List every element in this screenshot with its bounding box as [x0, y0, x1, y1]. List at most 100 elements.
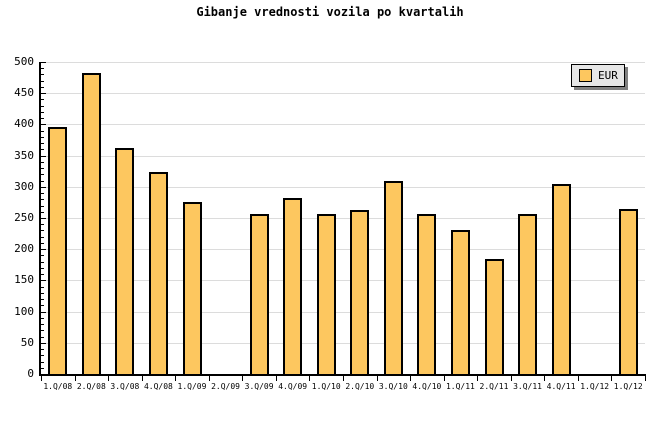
y-minor-tick [41, 105, 44, 107]
y-major-tick [41, 342, 46, 344]
y-major-tick [41, 280, 46, 282]
bar [316, 214, 336, 374]
y-major-tick [41, 62, 46, 63]
y-minor-tick [41, 168, 44, 170]
legend: EUR [571, 64, 625, 87]
x-tick [376, 374, 378, 381]
legend-swatch-icon [579, 69, 592, 82]
x-tick [275, 374, 277, 381]
x-tick-label: 1.Q/08 [43, 382, 73, 391]
y-minor-tick [41, 174, 44, 176]
x-tick [645, 374, 646, 381]
grid-line [41, 124, 645, 126]
y-minor-tick [41, 161, 44, 163]
y-minor-tick [41, 361, 44, 363]
y-tick-label: 0 [27, 367, 34, 380]
y-minor-tick [41, 199, 44, 201]
x-tick [74, 374, 76, 381]
grid-line [41, 186, 645, 188]
grid-line [41, 155, 645, 157]
x-tick [41, 374, 42, 381]
y-minor-tick [41, 349, 44, 351]
y-minor-tick [41, 80, 44, 82]
y-major-tick [41, 249, 46, 251]
y-minor-tick [41, 324, 44, 326]
x-tick [208, 374, 210, 381]
bar [618, 209, 638, 374]
bar [350, 210, 370, 374]
y-minor-tick [41, 136, 44, 138]
y-minor-tick [41, 355, 44, 357]
x-tick-label: 3.Q/10 [378, 382, 408, 391]
y-minor-tick [41, 99, 44, 101]
y-tick-label: 400 [14, 117, 34, 131]
grid-line [41, 249, 645, 251]
y-tick-label: 500 [14, 55, 34, 68]
x-tick [611, 374, 613, 381]
grid-line [41, 280, 645, 282]
y-minor-tick [41, 242, 44, 244]
y-minor-tick [41, 261, 44, 263]
x-tick-label: 4.Q/11 [546, 382, 576, 391]
x-tick-label: 2.Q/08 [76, 382, 106, 391]
grid-line [41, 342, 645, 344]
y-major-tick [41, 124, 46, 126]
y-minor-tick [41, 224, 44, 226]
y-minor-tick [41, 149, 44, 151]
bar [417, 214, 437, 374]
bar [484, 259, 504, 374]
y-minor-tick [41, 299, 44, 301]
y-minor-tick [41, 292, 44, 294]
y-minor-tick [41, 193, 44, 195]
x-tick-label: 2.Q/10 [345, 382, 375, 391]
x-tick [108, 374, 110, 381]
x-tick-label: 1.Q/12 [613, 382, 643, 391]
x-tick-label: 1.Q/09 [177, 382, 207, 391]
y-minor-tick [41, 211, 44, 213]
y-minor-tick [41, 118, 44, 120]
y-tick-label: 450 [14, 86, 34, 100]
y-tick-label: 150 [14, 273, 34, 287]
legend-label: EUR [598, 69, 618, 82]
x-tick-label: 2.Q/11 [479, 382, 509, 391]
y-major-tick [41, 218, 46, 219]
x-tick [141, 374, 143, 381]
x-tick [343, 374, 344, 381]
grid-line [41, 218, 645, 219]
y-minor-tick [41, 274, 44, 276]
x-tick-label: 1.Q/11 [445, 382, 475, 391]
x-tick [544, 374, 546, 381]
x-tick-label: 4.Q/10 [412, 382, 442, 391]
y-tick-label: 300 [14, 179, 34, 193]
grid-line [41, 62, 645, 63]
y-major-tick [41, 93, 46, 95]
chart-title: Gibanje vrednosti vozila po kvartalih [196, 5, 464, 19]
grid-line [41, 93, 645, 95]
bar [81, 73, 101, 374]
bar [518, 214, 538, 374]
bar [182, 202, 202, 374]
y-minor-tick [41, 267, 44, 269]
y-minor-tick [41, 336, 44, 338]
y-minor-tick [41, 111, 44, 113]
bar [383, 181, 403, 374]
x-tick [242, 374, 244, 381]
y-major-tick [41, 186, 46, 188]
y-minor-tick [41, 230, 44, 232]
x-tick [477, 374, 479, 381]
y-minor-tick [41, 305, 44, 307]
y-minor-tick [41, 317, 44, 319]
x-tick [309, 374, 311, 381]
y-tick-label: 100 [14, 304, 34, 318]
y-tick-label: 50 [20, 335, 34, 349]
x-tick [443, 374, 445, 381]
y-minor-tick [41, 367, 44, 369]
y-minor-tick [41, 74, 44, 76]
y-minor-tick [41, 180, 44, 182]
x-tick-label: 3.Q/11 [513, 382, 542, 391]
x-tick [577, 374, 579, 381]
y-tick-label: 200 [14, 242, 34, 256]
y-minor-tick [41, 236, 44, 238]
plot-area [39, 62, 645, 376]
